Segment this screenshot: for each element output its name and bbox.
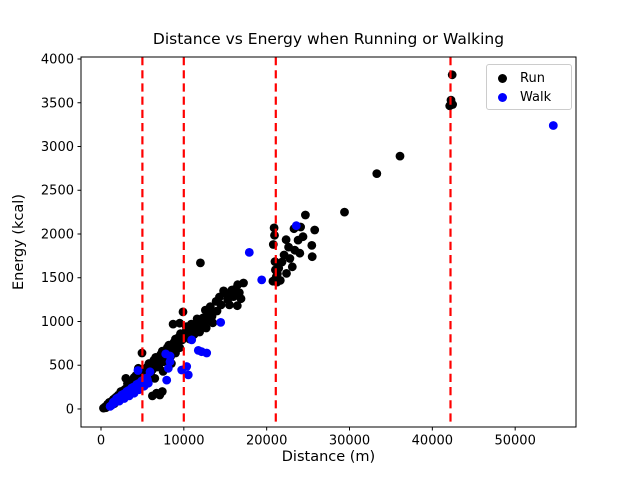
data-point-walk: [216, 318, 226, 327]
data-point-walk: [202, 348, 212, 358]
data-point-walk: [183, 370, 193, 380]
legend: Run Walk: [486, 64, 572, 110]
data-point-run: [154, 360, 164, 370]
data-point-run: [186, 319, 196, 329]
data-point-run: [175, 343, 185, 353]
data-point-run: [150, 374, 160, 383]
data-point-run: [151, 353, 161, 362]
x-tick-label: 30000: [329, 434, 370, 449]
data-point-run: [279, 250, 289, 260]
legend-label-walk: Walk: [520, 90, 552, 105]
y-tick-label: 500: [49, 359, 74, 374]
data-point-run: [281, 235, 291, 245]
legend-label-run: Run: [520, 71, 545, 86]
data-point-run: [239, 278, 248, 288]
data-point-run: [230, 284, 240, 294]
data-point-run: [447, 70, 457, 80]
x-tick-label: 10000: [163, 434, 204, 449]
x-tick-label: 40000: [412, 434, 453, 449]
data-point-run: [232, 301, 242, 311]
data-point-walk: [107, 400, 117, 410]
legend-item-walk: Walk: [487, 88, 571, 107]
y-tick-label: 4000: [41, 53, 74, 68]
data-point-walk: [244, 248, 254, 257]
y-tick-label: 3000: [41, 140, 74, 155]
data-point-run: [340, 207, 349, 217]
x-tick-label: 0: [97, 434, 105, 449]
data-point-run: [195, 327, 205, 337]
data-point-run: [215, 292, 224, 302]
data-point-run: [282, 269, 291, 278]
data-point-run: [372, 169, 382, 179]
data-point-run: [307, 241, 317, 250]
data-point-run: [395, 151, 405, 161]
data-point-run: [307, 252, 317, 262]
data-point-run: [301, 210, 310, 220]
y-tick-label: 1000: [41, 315, 74, 330]
data-point-run: [175, 318, 185, 328]
x-tick-label: 20000: [246, 434, 287, 449]
data-point-walk: [548, 121, 558, 130]
data-point-run: [168, 319, 178, 329]
data-point-walk: [163, 363, 173, 373]
walk-marker-icon: [498, 93, 507, 102]
data-point-run: [270, 230, 279, 240]
data-point-run: [298, 232, 308, 242]
y-tick-label: 2000: [41, 227, 74, 242]
data-point-run: [310, 225, 320, 235]
x-tick-label: 50000: [494, 434, 535, 449]
data-point-run: [164, 340, 174, 350]
data-point-walk: [291, 221, 301, 231]
data-point-run: [121, 374, 131, 383]
y-tick-label: 0: [66, 402, 74, 417]
data-point-run: [284, 242, 293, 252]
data-point-run: [177, 335, 187, 345]
series-run: [99, 70, 457, 413]
data-point-run: [192, 314, 202, 324]
x-axis-label: Distance (m): [281, 449, 376, 465]
data-point-run: [295, 248, 305, 258]
y-tick-label: 3500: [41, 96, 74, 111]
data-point-run: [236, 294, 246, 304]
data-point-run: [201, 323, 211, 333]
data-point-run: [223, 295, 233, 304]
legend-item-run: Run: [487, 69, 571, 88]
data-point-walk: [162, 375, 172, 385]
data-point-walk: [165, 351, 175, 361]
data-point-run: [212, 306, 222, 316]
plot-frame: [80, 56, 577, 428]
data-point-walk: [133, 366, 143, 375]
data-point-run: [196, 258, 205, 268]
data-point-walk: [257, 275, 267, 285]
data-point-run: [277, 257, 287, 267]
y-tick-label: 1500: [41, 271, 74, 286]
data-point-run: [157, 387, 167, 396]
data-point-walk: [193, 346, 203, 355]
y-tick-label: 2500: [41, 184, 74, 199]
run-marker-icon: [498, 74, 507, 83]
chart-title: Distance vs Energy when Running or Walki…: [152, 30, 505, 48]
data-point-run: [272, 277, 282, 287]
data-point-run: [287, 262, 297, 272]
data-point-walk: [187, 335, 197, 345]
data-point-run: [208, 318, 218, 328]
